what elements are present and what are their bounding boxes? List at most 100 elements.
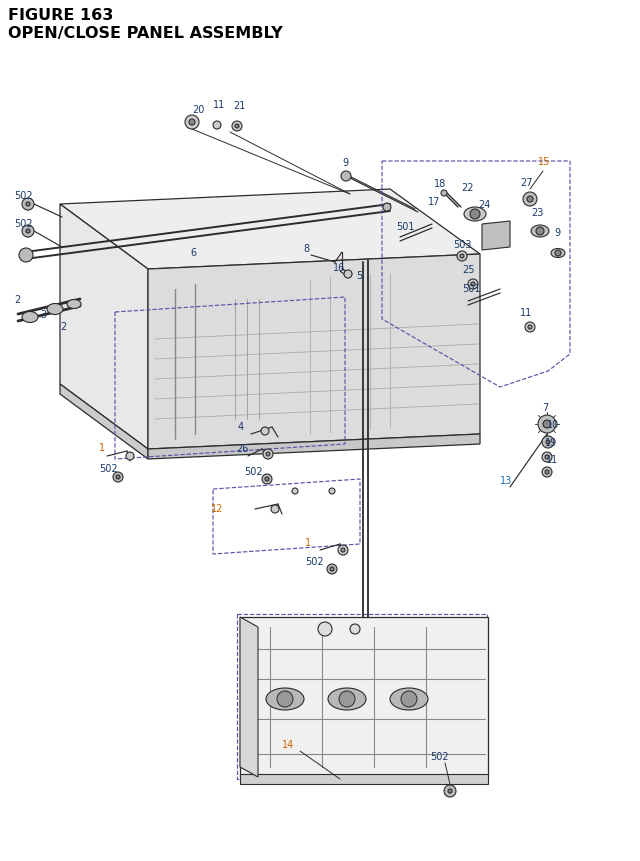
Circle shape — [22, 226, 34, 238]
Circle shape — [536, 228, 544, 236]
Text: 1: 1 — [99, 443, 105, 453]
Circle shape — [266, 453, 270, 456]
Circle shape — [116, 475, 120, 480]
Text: 3: 3 — [40, 310, 46, 319]
Ellipse shape — [551, 249, 565, 258]
Circle shape — [545, 455, 549, 460]
Circle shape — [546, 441, 550, 444]
Text: 19: 19 — [545, 437, 557, 448]
Ellipse shape — [531, 226, 549, 238]
Text: 12: 12 — [211, 504, 223, 513]
Circle shape — [330, 567, 334, 572]
Circle shape — [542, 468, 552, 478]
Circle shape — [232, 122, 242, 132]
Polygon shape — [60, 189, 480, 269]
Circle shape — [263, 449, 273, 460]
Text: 18: 18 — [434, 179, 446, 189]
Polygon shape — [240, 617, 258, 777]
Text: 17: 17 — [428, 197, 440, 207]
Text: 25: 25 — [462, 264, 474, 275]
Circle shape — [271, 505, 279, 513]
Text: 9: 9 — [554, 228, 560, 238]
Circle shape — [185, 116, 199, 130]
Text: 26: 26 — [236, 443, 248, 454]
Text: 1: 1 — [305, 537, 311, 548]
Circle shape — [261, 428, 269, 436]
Text: 4: 4 — [238, 422, 244, 431]
Text: 5: 5 — [356, 270, 362, 281]
Circle shape — [329, 488, 335, 494]
Text: 11: 11 — [546, 455, 558, 464]
Circle shape — [339, 691, 355, 707]
Ellipse shape — [67, 300, 81, 309]
Text: 15: 15 — [538, 157, 550, 167]
Text: 501: 501 — [462, 283, 481, 294]
Circle shape — [265, 478, 269, 481]
Circle shape — [523, 193, 537, 207]
Circle shape — [471, 282, 475, 287]
Circle shape — [545, 470, 549, 474]
Text: 23: 23 — [531, 208, 543, 218]
Circle shape — [383, 204, 391, 212]
Ellipse shape — [22, 313, 38, 323]
Polygon shape — [148, 255, 480, 449]
Text: 9: 9 — [342, 158, 348, 168]
Ellipse shape — [390, 688, 428, 710]
Circle shape — [350, 624, 360, 635]
Circle shape — [277, 691, 293, 707]
Text: 503: 503 — [453, 239, 472, 250]
Circle shape — [318, 623, 332, 636]
Circle shape — [113, 473, 123, 482]
Text: 502: 502 — [305, 556, 324, 567]
Circle shape — [341, 548, 345, 553]
Ellipse shape — [266, 688, 304, 710]
Circle shape — [22, 199, 34, 211]
Circle shape — [26, 202, 30, 207]
Text: 13: 13 — [500, 475, 512, 486]
Text: FIGURE 163: FIGURE 163 — [8, 8, 113, 23]
Circle shape — [457, 251, 467, 262]
Circle shape — [441, 191, 447, 197]
Text: 7: 7 — [542, 403, 548, 412]
Circle shape — [528, 325, 532, 330]
Circle shape — [327, 564, 337, 574]
Circle shape — [235, 125, 239, 129]
Circle shape — [262, 474, 272, 485]
Text: 11: 11 — [520, 307, 532, 318]
Circle shape — [338, 545, 348, 555]
Ellipse shape — [464, 208, 486, 222]
Polygon shape — [240, 774, 488, 784]
Circle shape — [525, 323, 535, 332]
Text: 10: 10 — [547, 419, 559, 430]
Text: 21: 21 — [233, 101, 245, 111]
Text: 14: 14 — [282, 739, 294, 749]
Text: 2: 2 — [60, 322, 67, 331]
Circle shape — [555, 251, 561, 257]
Circle shape — [292, 488, 298, 494]
Circle shape — [542, 453, 552, 462]
Polygon shape — [482, 222, 510, 251]
Ellipse shape — [47, 304, 63, 315]
Text: 2: 2 — [14, 294, 20, 305]
Polygon shape — [148, 435, 480, 460]
Circle shape — [189, 120, 195, 126]
Circle shape — [341, 172, 351, 182]
Text: 8: 8 — [303, 244, 309, 254]
Text: 27: 27 — [520, 177, 532, 188]
Text: 502: 502 — [430, 751, 449, 761]
Text: 24: 24 — [478, 200, 490, 210]
Text: 502: 502 — [244, 467, 262, 476]
Polygon shape — [240, 617, 488, 777]
Circle shape — [26, 230, 30, 233]
Polygon shape — [60, 385, 148, 460]
Text: OPEN/CLOSE PANEL ASSEMBLY: OPEN/CLOSE PANEL ASSEMBLY — [8, 26, 283, 41]
Circle shape — [538, 416, 556, 433]
Polygon shape — [60, 205, 148, 449]
Circle shape — [444, 785, 456, 797]
Circle shape — [213, 122, 221, 130]
Circle shape — [448, 789, 452, 793]
Circle shape — [460, 255, 464, 258]
Text: 22: 22 — [461, 183, 474, 193]
Circle shape — [470, 210, 480, 220]
Text: 11: 11 — [213, 100, 225, 110]
